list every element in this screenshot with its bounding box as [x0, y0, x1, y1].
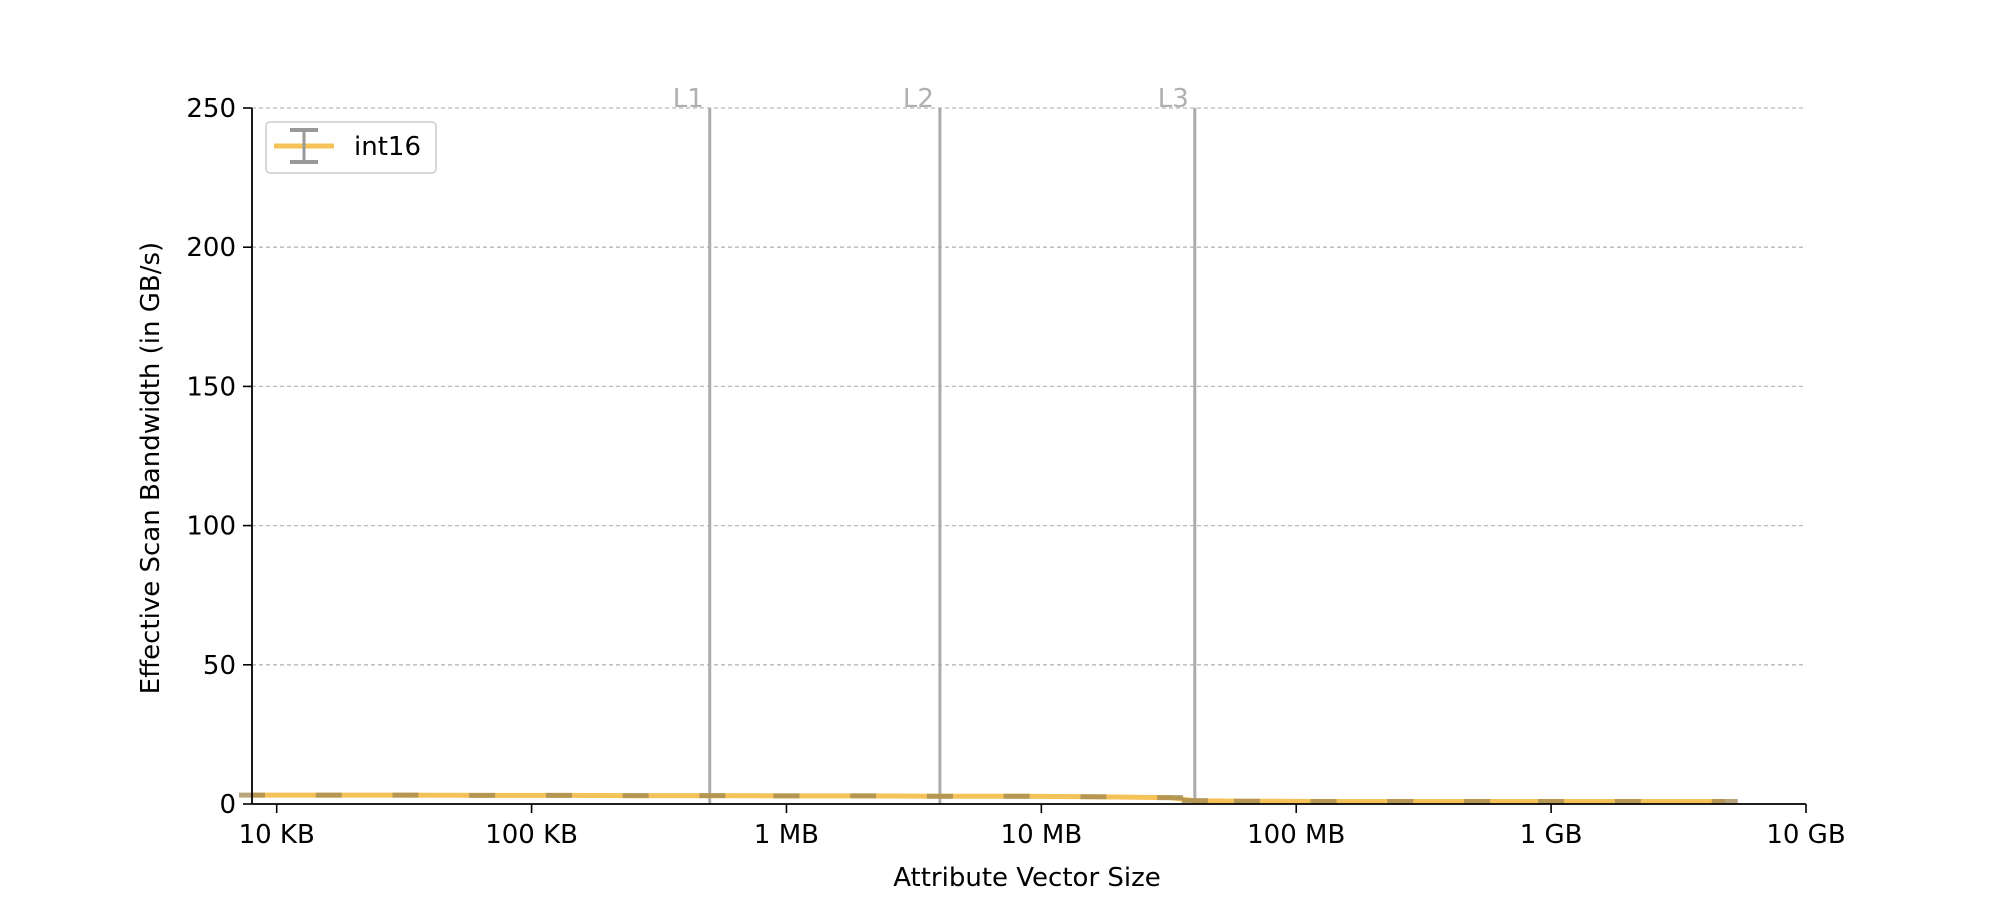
x-tick-label: 10 MB	[1001, 820, 1083, 850]
cache-label-l1: L1	[673, 84, 704, 114]
axes	[243, 107, 1807, 813]
gridlines	[252, 107, 1806, 666]
y-tick-label: 50	[203, 651, 236, 681]
y-tick-label: 150	[186, 372, 236, 402]
y-axis-title: Effective Scan Bandwidth (in GB/s)	[136, 242, 166, 694]
y-tick-label: 0	[219, 790, 236, 820]
y-tick-label: 200	[186, 233, 236, 263]
x-tick-label: 10 GB	[1766, 820, 1845, 850]
legend: int16	[265, 121, 437, 174]
x-tick-label: 100 MB	[1247, 820, 1345, 850]
cache-label-l3: L3	[1158, 84, 1189, 114]
x-tick-label: 1 MB	[754, 820, 819, 850]
x-axis-title: Attribute Vector Size	[893, 863, 1161, 893]
y-tick-label: 250	[186, 94, 236, 124]
series-layer	[239, 792, 1738, 804]
x-tick-label: 1 GB	[1520, 820, 1583, 850]
x-tick-label: 10 KB	[239, 820, 315, 850]
cache-lines: L1 L2 L3	[673, 84, 1197, 804]
cache-label-l2: L2	[903, 84, 934, 114]
tick-labels: 0 50 100 150 200 250 10 KB 100 KB 1 MB 10 MB 100 M…	[186, 94, 1845, 850]
x-tick-label: 100 KB	[485, 820, 578, 850]
legend-label: int16	[354, 132, 421, 162]
y-tick-label: 100	[186, 512, 236, 542]
